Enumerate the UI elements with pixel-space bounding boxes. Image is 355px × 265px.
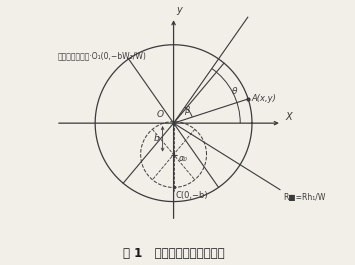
Text: β: β xyxy=(184,106,190,115)
Text: y: y xyxy=(176,5,182,15)
Text: R■=Rh₁/W: R■=Rh₁/W xyxy=(283,193,326,202)
Text: α₀: α₀ xyxy=(179,154,188,163)
Text: C(0,−b): C(0,−b) xyxy=(176,191,208,200)
Text: 图 1   整机重心位置变化规律: 图 1 整机重心位置变化规律 xyxy=(123,247,224,260)
Text: O: O xyxy=(156,110,163,119)
Text: 重心轨迹圆圆心·O₁(0,−bW₂/W): 重心轨迹圆圆心·O₁(0,−bW₂/W) xyxy=(58,51,146,60)
Text: b: b xyxy=(153,134,159,143)
Text: X: X xyxy=(285,112,291,122)
Text: θ: θ xyxy=(232,87,237,96)
Text: A(x,y): A(x,y) xyxy=(251,94,276,103)
